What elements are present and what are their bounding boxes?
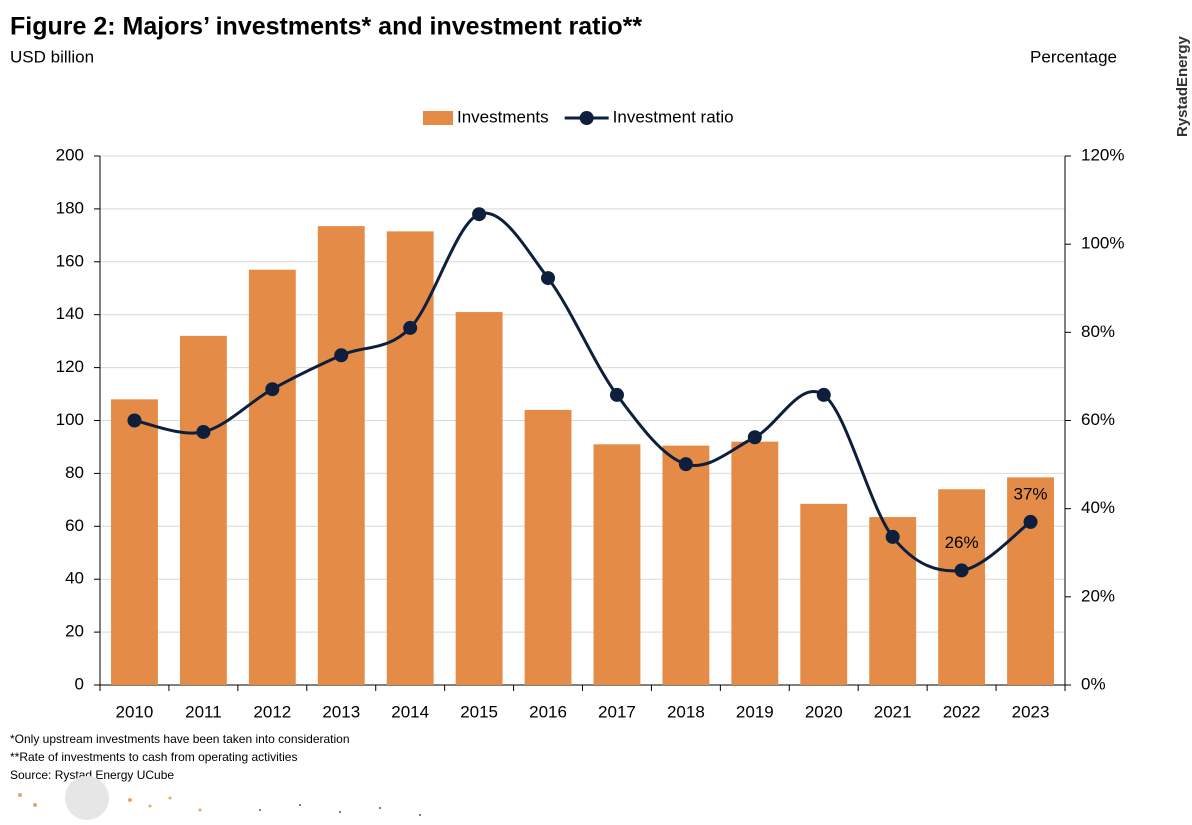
marker xyxy=(609,387,624,402)
marker xyxy=(678,457,693,472)
bar xyxy=(317,226,365,685)
y-axis-title: USD billion xyxy=(10,47,94,66)
bar xyxy=(731,441,779,685)
brand: RystadEnergy xyxy=(1174,35,1191,137)
y-tick-label: 160 xyxy=(56,251,84,270)
legend-swatch xyxy=(579,111,594,125)
y-tick-label: 60 xyxy=(65,516,84,535)
bar xyxy=(248,269,296,685)
footnote: **Rate of investments to cash from opera… xyxy=(10,750,297,764)
bar xyxy=(386,231,434,685)
y2-tick-label: 20% xyxy=(1081,586,1115,605)
decoration xyxy=(65,776,109,820)
x-tick-label: 2013 xyxy=(322,702,360,721)
marker xyxy=(747,430,762,445)
bar xyxy=(1007,477,1054,685)
marker xyxy=(196,424,211,439)
y-tick-label: 100 xyxy=(56,410,84,429)
data-label: 26% xyxy=(945,533,979,552)
bar xyxy=(179,335,227,685)
x-tick-label: 2019 xyxy=(736,702,774,721)
marker xyxy=(541,271,556,286)
marker xyxy=(265,382,280,397)
y-tick-label: 120 xyxy=(56,357,84,376)
y2-tick-label: 60% xyxy=(1081,410,1115,429)
marker xyxy=(334,348,349,363)
x-tick-label: 2023 xyxy=(1012,702,1050,721)
bar xyxy=(111,399,158,685)
marker xyxy=(954,563,969,578)
y2-tick-label: 100% xyxy=(1081,234,1124,253)
y2-tick-label: 40% xyxy=(1081,498,1115,517)
x-tick-label: 2015 xyxy=(460,702,498,721)
footnote: *Only upstream investments have been tak… xyxy=(10,732,350,746)
marker xyxy=(403,320,418,335)
marker xyxy=(816,387,831,402)
bar xyxy=(869,517,917,685)
line xyxy=(134,211,1032,573)
legend-label: Investment ratio xyxy=(613,107,734,126)
y2-tick-label: 0% xyxy=(1081,674,1106,693)
x-tick-label: 2020 xyxy=(805,702,843,721)
bar xyxy=(938,489,986,685)
y-tick-label: 40 xyxy=(65,569,84,588)
marker xyxy=(1023,514,1038,529)
y-tick-label: 80 xyxy=(65,463,84,482)
y-tick-label: 20 xyxy=(65,622,84,641)
decoration xyxy=(18,793,202,812)
x-tick-label: 2021 xyxy=(874,702,912,721)
data-label: 37% xyxy=(1014,484,1048,503)
decoration xyxy=(259,804,421,816)
y2-axis-title: Percentage xyxy=(1030,47,1117,66)
y-tick-label: 0 xyxy=(75,674,84,693)
bar xyxy=(593,444,641,685)
footnote: Source: Rystad Energy UCube xyxy=(10,768,174,782)
x-tick-label: 2010 xyxy=(116,702,154,721)
bar xyxy=(455,312,503,685)
y-tick-label: 180 xyxy=(56,198,84,217)
marker xyxy=(472,207,487,222)
legend-swatch xyxy=(423,111,453,125)
y2-tick-label: 80% xyxy=(1081,322,1115,341)
x-tick-label: 2022 xyxy=(943,702,981,721)
bar xyxy=(800,503,848,685)
bar xyxy=(524,409,572,685)
y-tick-label: 200 xyxy=(56,145,84,164)
marker xyxy=(127,413,142,428)
marker xyxy=(885,529,900,544)
bar xyxy=(662,445,710,685)
x-tick-label: 2011 xyxy=(185,702,222,721)
y2-tick-label: 120% xyxy=(1081,145,1124,164)
x-tick-label: 2014 xyxy=(391,702,429,721)
y-tick-label: 140 xyxy=(56,304,84,323)
legend-label: Investments xyxy=(457,107,549,126)
x-tick-label: 2017 xyxy=(598,702,636,721)
x-tick-label: 2018 xyxy=(667,702,705,721)
x-tick-label: 2012 xyxy=(253,702,291,721)
chart-title: Figure 2: Majors’ investments* and inves… xyxy=(10,13,642,41)
x-tick-label: 2016 xyxy=(529,702,567,721)
